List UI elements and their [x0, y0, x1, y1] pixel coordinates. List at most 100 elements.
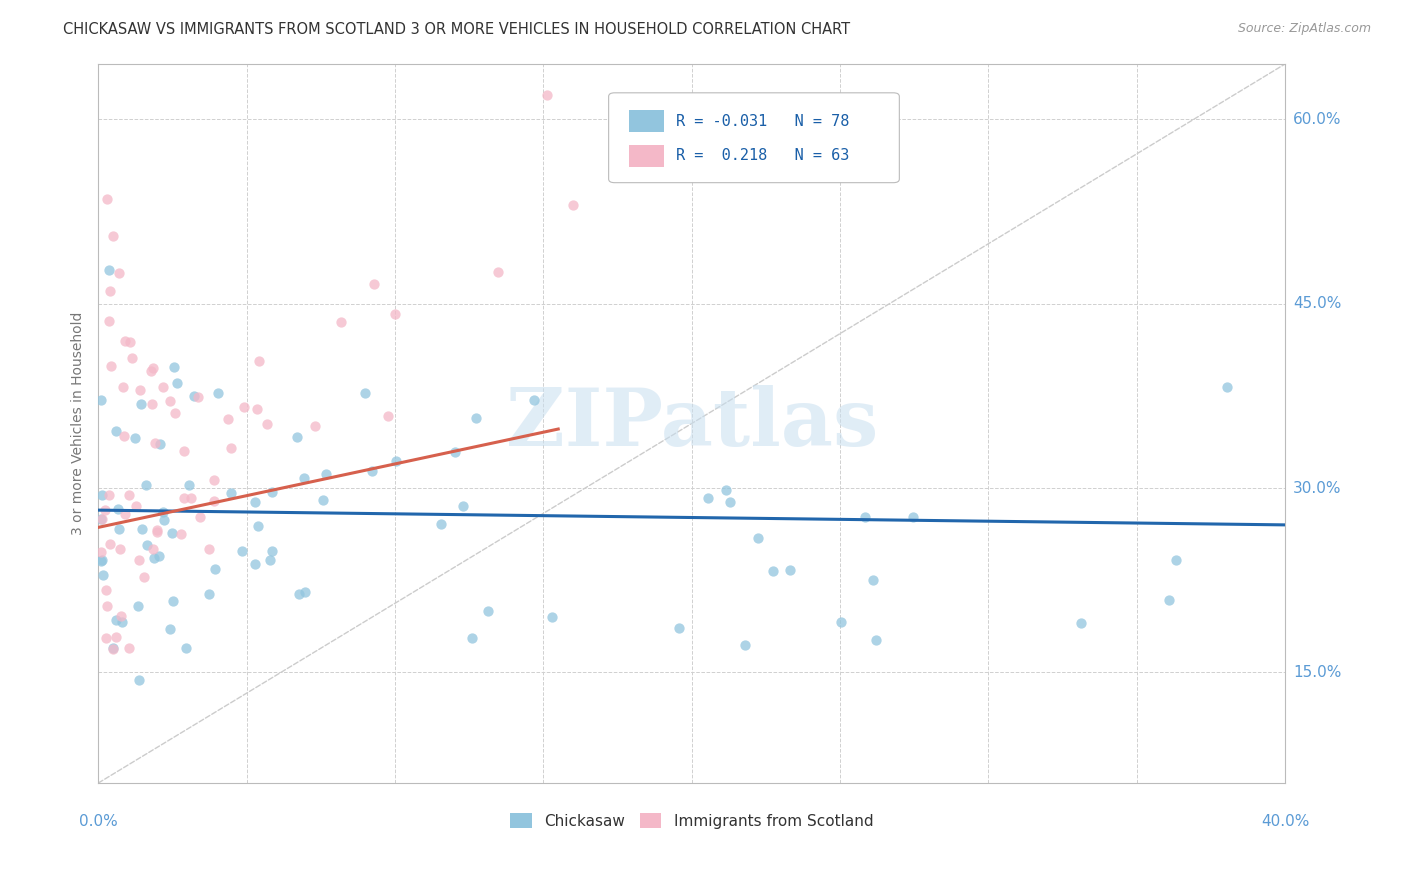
Point [90, 544, 112, 558]
Point [260, 544, 283, 558]
Point [108, 266, 131, 280]
Point [103, 229, 125, 244]
Point [198, 542, 221, 557]
Text: 60.0%: 60.0% [1294, 112, 1341, 127]
Point [540, 610, 562, 624]
Point [747, 531, 769, 545]
Text: R =  0.218   N = 63: R = 0.218 N = 63 [676, 148, 849, 163]
Point [94, 631, 117, 645]
Point [285, 430, 308, 444]
Point [91, 488, 114, 502]
Point [204, 562, 226, 576]
Point [901, 509, 924, 524]
Point [536, 87, 558, 102]
Point [105, 631, 128, 645]
Point [152, 505, 174, 519]
Point [96, 192, 118, 206]
Text: 15.0%: 15.0% [1294, 665, 1341, 680]
Point [288, 587, 311, 601]
Point [219, 486, 242, 500]
Point [304, 419, 326, 434]
Point [243, 495, 266, 509]
Point [97, 314, 120, 328]
Point [173, 443, 195, 458]
Point [90, 554, 112, 568]
FancyBboxPatch shape [628, 111, 665, 132]
Point [219, 442, 242, 456]
Point [98, 285, 121, 299]
Text: ZIPatlas: ZIPatlas [506, 384, 877, 463]
Point [101, 642, 124, 657]
Point [127, 599, 149, 614]
Point [108, 522, 131, 536]
Point [149, 436, 172, 450]
Text: Source: ZipAtlas.com: Source: ZipAtlas.com [1237, 22, 1371, 36]
Point [830, 615, 852, 629]
Point [146, 523, 169, 537]
Point [141, 397, 163, 411]
Point [762, 565, 785, 579]
Text: 0.0%: 0.0% [79, 814, 118, 829]
Point [148, 549, 170, 563]
Point [247, 518, 270, 533]
Point [384, 307, 406, 321]
Point [96, 583, 118, 598]
Point [142, 541, 165, 556]
Point [135, 538, 157, 552]
FancyBboxPatch shape [609, 93, 900, 183]
Point [90, 512, 112, 526]
Point [143, 551, 166, 566]
Point [353, 386, 375, 401]
Text: 40.0%: 40.0% [1261, 814, 1309, 829]
Point [110, 608, 132, 623]
Point [256, 417, 278, 431]
Point [124, 431, 146, 445]
Point [465, 410, 488, 425]
Point [430, 516, 453, 531]
Point [162, 594, 184, 608]
Point [1159, 593, 1181, 607]
Text: 45.0%: 45.0% [1294, 296, 1341, 311]
Point [163, 360, 186, 375]
Point [315, 467, 337, 481]
Point [363, 277, 385, 291]
Point [112, 380, 135, 394]
Point [143, 435, 166, 450]
Point [202, 473, 225, 487]
Point [232, 400, 254, 414]
Point [718, 495, 741, 509]
Point [243, 557, 266, 571]
Point [159, 393, 181, 408]
Point [118, 640, 141, 655]
Point [231, 544, 253, 558]
Point [90, 393, 112, 408]
Point [177, 478, 200, 492]
Point [202, 494, 225, 508]
Point [779, 563, 801, 577]
Point [188, 510, 211, 524]
Point [696, 491, 718, 505]
Point [174, 641, 197, 656]
Point [112, 428, 135, 442]
Point [129, 397, 152, 411]
Point [139, 364, 162, 378]
Point [131, 522, 153, 536]
Point [260, 485, 283, 500]
Point [91, 568, 114, 582]
Point [865, 633, 887, 648]
Point [170, 527, 193, 541]
Point [94, 503, 117, 517]
Point [132, 570, 155, 584]
Point [183, 389, 205, 403]
Point [129, 383, 152, 397]
Point [451, 499, 474, 513]
Point [98, 537, 121, 551]
Point [562, 197, 585, 211]
Text: R = -0.031   N = 78: R = -0.031 N = 78 [676, 113, 849, 128]
Point [101, 640, 124, 655]
Point [104, 424, 127, 438]
Point [111, 615, 134, 629]
Point [146, 524, 169, 539]
Point [714, 483, 737, 497]
Point [477, 604, 499, 618]
